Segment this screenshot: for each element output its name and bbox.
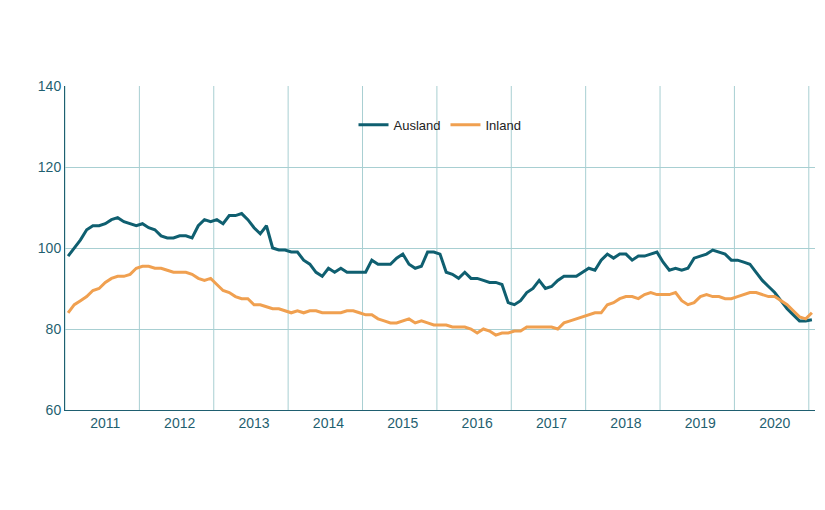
svg-text:2016: 2016 xyxy=(462,415,493,431)
svg-text:2015: 2015 xyxy=(387,415,418,431)
svg-text:2014: 2014 xyxy=(313,415,344,431)
svg-text:2011: 2011 xyxy=(90,415,120,431)
svg-text:60: 60 xyxy=(46,402,62,418)
svg-text:2017: 2017 xyxy=(536,415,567,431)
svg-text:Ausland: Ausland xyxy=(394,118,441,133)
svg-text:2012: 2012 xyxy=(164,415,195,431)
svg-text:Inland: Inland xyxy=(485,118,520,133)
svg-text:2013: 2013 xyxy=(238,415,269,431)
svg-text:140: 140 xyxy=(38,78,62,94)
svg-text:2019: 2019 xyxy=(685,415,716,431)
svg-text:100: 100 xyxy=(38,240,62,256)
svg-text:80: 80 xyxy=(46,321,62,337)
svg-text:2020: 2020 xyxy=(759,415,790,431)
svg-text:2018: 2018 xyxy=(610,415,641,431)
svg-text:120: 120 xyxy=(38,159,62,175)
